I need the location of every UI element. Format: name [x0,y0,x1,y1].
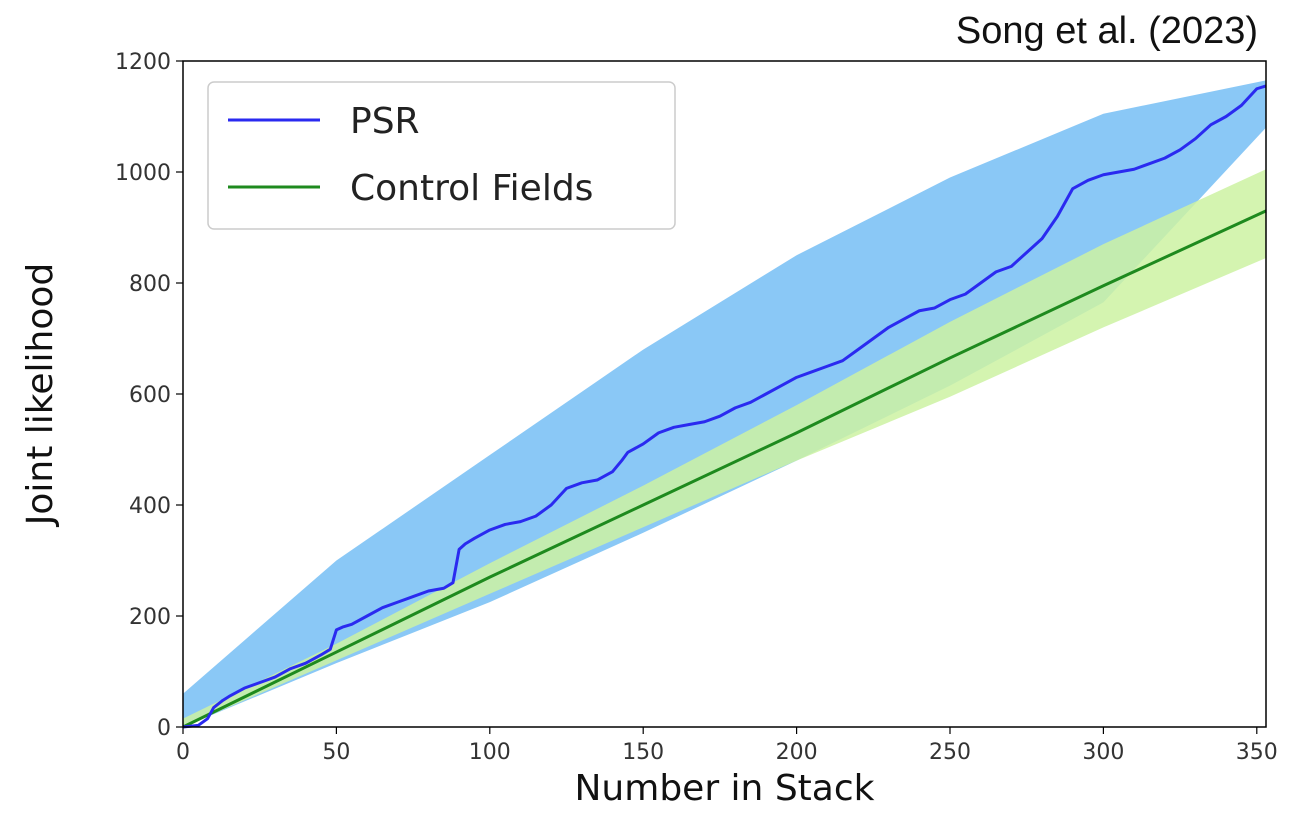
band-control-fields [183,169,1266,728]
legend: PSR Control Fields [207,81,676,230]
citation-text: Song et al. (2023) [956,10,1258,52]
x-tick-label: 200 [776,740,818,765]
y-tick-label: 1000 [115,161,171,186]
y-tick-label: 600 [129,383,171,408]
y-tick-label: 400 [129,494,171,519]
x-tick-label: 350 [1236,740,1278,765]
x-tick-label: 250 [929,740,971,765]
confidence-bands [183,80,1266,728]
y-tick-label: 800 [129,272,171,297]
y-tick-label: 0 [157,716,171,741]
y-axis-label: Joint likelihood [20,263,61,527]
x-tick-label: 100 [469,740,511,765]
x-tick-label: 50 [322,740,350,765]
series-line-control-fields [182,209,1267,729]
y-axis-ticks: 0 200 400 600 800 1000 1200 [115,50,183,741]
x-axis-label: Number in Stack [575,768,875,809]
legend-box [207,81,676,230]
x-tick-label: 0 [176,740,190,765]
x-tick-label: 150 [622,740,664,765]
series-line-psr [182,84,1267,729]
y-tick-label: 200 [129,605,171,630]
legend-label: PSR [350,101,420,142]
series-lines [182,84,1267,729]
x-tick-label: 300 [1082,740,1124,765]
band-psr [183,80,1266,728]
legend-label: Control Fields [350,168,593,209]
y-tick-label: 1200 [115,50,171,75]
x-axis-ticks: 0 50 100 150 200 250 300 350 [176,727,1278,765]
